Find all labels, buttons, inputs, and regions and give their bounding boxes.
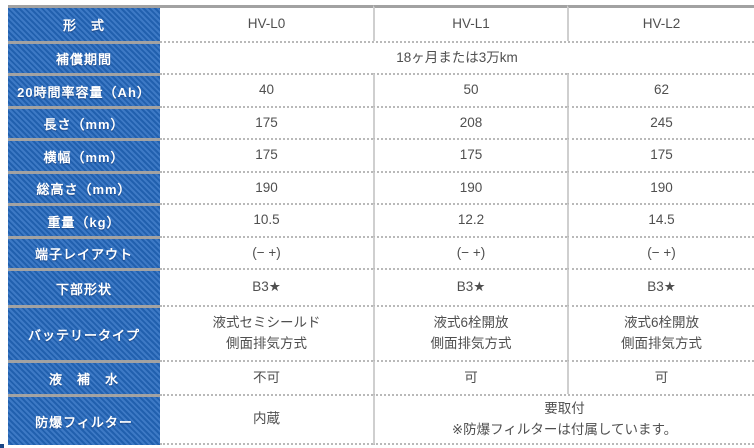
cell-refill-hv-l1: 可: [373, 360, 567, 394]
table-row-explosion-filter: 防爆フィルター 内蔵 要取付 ※防爆フィルターは付属しています。: [8, 394, 754, 445]
row-header-terminal-layout: 端子レイアウト: [8, 236, 160, 268]
cell-model-hv-l0: HV-L0: [160, 5, 373, 41]
row-header-battery-type: バッテリータイプ: [8, 305, 160, 360]
cell-width-hv-l1: 175: [373, 138, 567, 171]
cell-terminal-hv-l0: (− +): [160, 236, 373, 268]
cell-length-hv-l1: 208: [373, 106, 567, 138]
cell-warranty-merged: 18ヶ月または3万km: [160, 41, 754, 73]
cell-model-hv-l1: HV-L1: [373, 5, 567, 41]
row-header-height: 総高さ（mm）: [8, 171, 160, 203]
cell-weight-hv-l0: 10.5: [160, 203, 373, 236]
table-row-battery-type: バッテリータイプ 液式セミシールド 側面排気方式 液式6栓開放 側面排気方式 液…: [8, 305, 754, 360]
table-row-height: 総高さ（mm） 190 190 190: [8, 171, 754, 203]
row-header-length: 長さ（mm）: [8, 106, 160, 138]
spec-table: 形 式 HV-L0 HV-L1 HV-L2 補償期間 18ヶ月または3万km 2…: [8, 5, 754, 445]
table-row-model: 形 式 HV-L0 HV-L1 HV-L2: [8, 5, 754, 41]
table-row-warranty: 補償期間 18ヶ月または3万km: [8, 41, 754, 73]
table-row-capacity: 20時間率容量（Ah） 40 50 62: [8, 73, 754, 106]
cell-filter-hv-l0: 内蔵: [160, 394, 373, 445]
table-row-weight: 重量（kg） 10.5 12.2 14.5: [8, 203, 754, 236]
row-header-model: 形 式: [8, 5, 160, 41]
table-row-terminal-layout: 端子レイアウト (− +) (− +) (− +): [8, 236, 754, 268]
row-header-explosion-filter: 防爆フィルター: [8, 394, 160, 445]
cell-terminal-hv-l1: (− +): [373, 236, 567, 268]
cell-bottom-shape-hv-l1: B3★: [373, 268, 567, 305]
cell-width-hv-l2: 175: [567, 138, 754, 171]
row-header-bottom-shape: 下部形状: [8, 268, 160, 305]
cell-terminal-hv-l2: (− +): [567, 236, 754, 268]
row-header-refill: 液 補 水: [8, 360, 160, 394]
cell-refill-hv-l0: 不可: [160, 360, 373, 394]
row-header-capacity: 20時間率容量（Ah）: [8, 73, 160, 106]
cell-capacity-hv-l1: 50: [373, 73, 567, 106]
table-row-bottom-shape: 下部形状 B3★ B3★ B3★: [8, 268, 754, 305]
cell-weight-hv-l1: 12.2: [373, 203, 567, 236]
table-row-refill: 液 補 水 不可 可 可: [8, 360, 754, 394]
cell-refill-hv-l2: 可: [567, 360, 754, 394]
cell-width-hv-l0: 175: [160, 138, 373, 171]
cell-length-hv-l0: 175: [160, 106, 373, 138]
table-row-width: 横幅（mm） 175 175 175: [8, 138, 754, 171]
table-row-length: 長さ（mm） 175 208 245: [8, 106, 754, 138]
cell-height-hv-l2: 190: [567, 171, 754, 203]
cell-length-hv-l2: 245: [567, 106, 754, 138]
cell-model-hv-l2: HV-L2: [567, 5, 754, 41]
cropped-table-fragment: [0, 444, 4, 448]
cell-capacity-hv-l2: 62: [567, 73, 754, 106]
cell-battery-type-hv-l0: 液式セミシールド 側面排気方式: [160, 305, 373, 360]
cell-height-hv-l0: 190: [160, 171, 373, 203]
cell-capacity-hv-l0: 40: [160, 73, 373, 106]
row-header-warranty: 補償期間: [8, 41, 160, 73]
row-header-width: 横幅（mm）: [8, 138, 160, 171]
cell-filter-merged: 要取付 ※防爆フィルターは付属しています。: [373, 394, 754, 445]
cell-bottom-shape-hv-l2: B3★: [567, 268, 754, 305]
cell-weight-hv-l2: 14.5: [567, 203, 754, 236]
cell-battery-type-hv-l2: 液式6栓開放 側面排気方式: [567, 305, 754, 360]
cell-bottom-shape-hv-l0: B3★: [160, 268, 373, 305]
cell-battery-type-hv-l1: 液式6栓開放 側面排気方式: [373, 305, 567, 360]
cell-height-hv-l1: 190: [373, 171, 567, 203]
row-header-weight: 重量（kg）: [8, 203, 160, 236]
